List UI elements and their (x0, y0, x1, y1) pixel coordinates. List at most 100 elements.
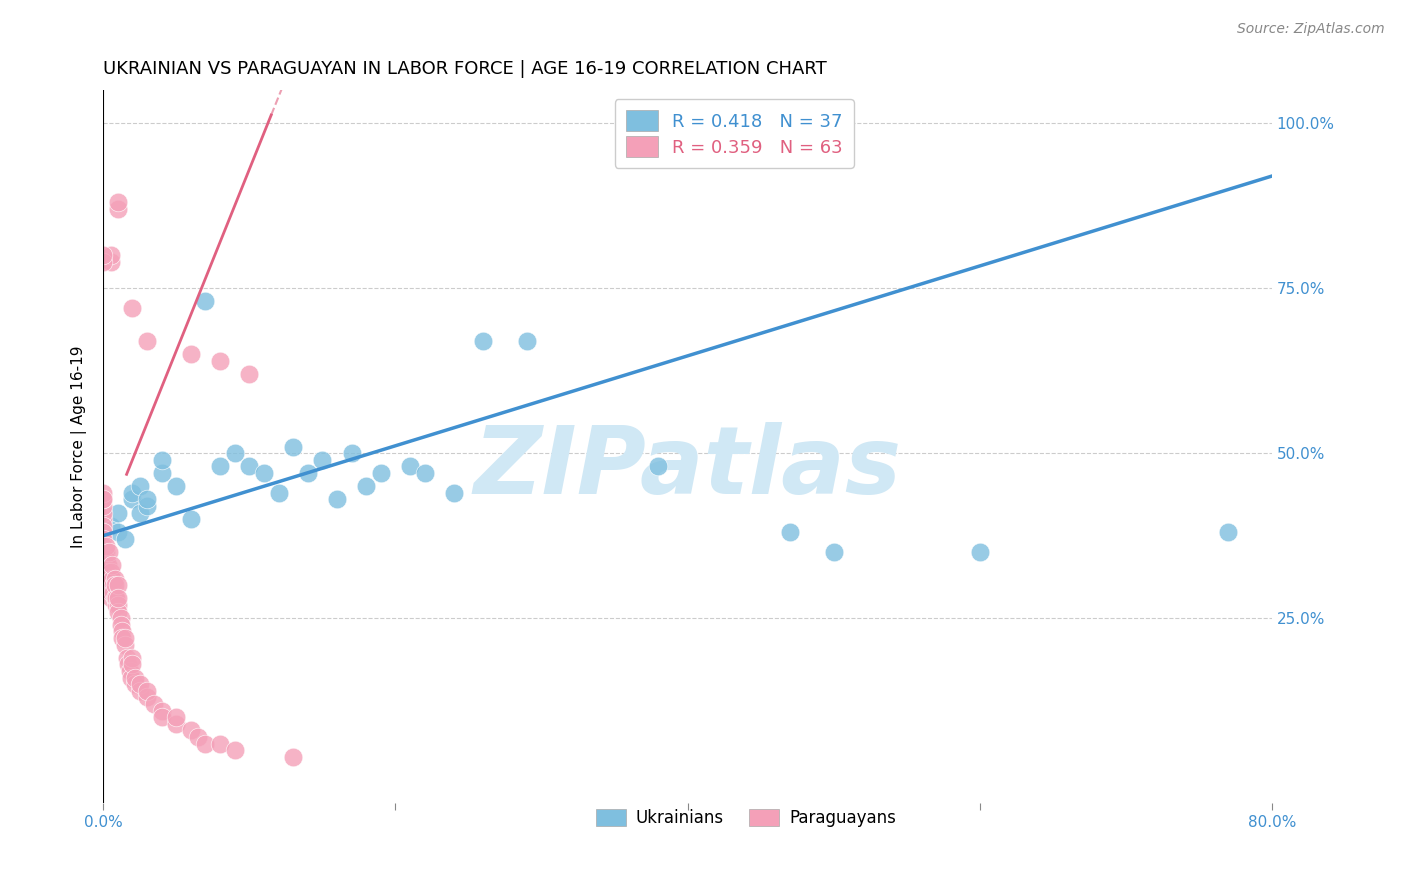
Point (107, 598, 129, 612)
Point (91, 512, 114, 526)
Point (110, 611, 132, 625)
Point (104, 591, 127, 606)
Point (647, 459, 669, 474)
Point (128, 506, 150, 520)
Point (443, 485, 465, 500)
Point (100, 518, 122, 533)
Point (370, 466, 392, 480)
Point (97, 572, 120, 586)
Point (224, 743, 246, 757)
Point (779, 525, 801, 540)
Point (136, 499, 159, 513)
Point (969, 545, 991, 559)
Point (209, 459, 232, 474)
Point (516, 334, 538, 348)
Point (105, 598, 128, 612)
Point (150, 710, 173, 724)
Point (209, 737, 232, 751)
Point (100, 584, 122, 599)
Point (100, 565, 122, 579)
Point (94, 551, 117, 566)
Point (94, 539, 117, 553)
Point (101, 558, 124, 573)
Point (150, 452, 173, 467)
Point (107, 195, 129, 210)
Point (124, 671, 146, 685)
Point (97, 558, 120, 573)
Point (150, 704, 173, 718)
Point (399, 459, 422, 474)
Point (121, 301, 143, 315)
Point (238, 367, 260, 381)
Point (128, 677, 150, 691)
Point (107, 525, 129, 540)
Point (150, 466, 173, 480)
Point (91, 506, 114, 520)
Point (136, 683, 159, 698)
Point (128, 683, 150, 698)
Point (107, 605, 129, 619)
Point (107, 578, 129, 592)
Point (103, 584, 125, 599)
Point (104, 572, 127, 586)
Legend: Ukrainians, Paraguayans: Ukrainians, Paraguayans (589, 802, 903, 834)
Point (143, 697, 166, 711)
Point (91, 499, 114, 513)
Point (194, 737, 217, 751)
Point (136, 492, 159, 507)
Point (91, 539, 114, 553)
Point (107, 202, 129, 216)
Point (91, 485, 114, 500)
Point (472, 334, 495, 348)
Point (136, 690, 159, 705)
Point (91, 532, 114, 546)
Point (114, 532, 136, 546)
Point (180, 347, 202, 361)
Point (224, 446, 246, 460)
Point (180, 723, 202, 738)
Point (165, 710, 187, 724)
Point (107, 506, 129, 520)
Point (91, 248, 114, 262)
Point (165, 479, 187, 493)
Point (121, 492, 143, 507)
Point (97, 565, 120, 579)
Point (103, 578, 125, 592)
Text: ZIPatlas: ZIPatlas (474, 422, 901, 514)
Point (354, 479, 377, 493)
Point (101, 572, 124, 586)
Point (91, 255, 114, 269)
Point (413, 466, 436, 480)
Point (107, 591, 129, 606)
Point (91, 492, 114, 507)
Point (136, 334, 159, 348)
Point (100, 248, 122, 262)
Point (311, 452, 333, 467)
Point (98, 545, 121, 559)
Point (111, 624, 134, 639)
Point (326, 492, 349, 507)
Point (91, 525, 114, 540)
Point (1216, 525, 1239, 540)
Point (114, 638, 136, 652)
Point (124, 677, 146, 691)
Point (118, 664, 141, 678)
Point (128, 479, 150, 493)
Point (121, 650, 143, 665)
Point (281, 749, 304, 764)
Point (187, 730, 209, 744)
Point (121, 485, 143, 500)
Point (823, 545, 845, 559)
Point (180, 512, 202, 526)
Y-axis label: In Labor Force | Age 16-19: In Labor Force | Age 16-19 (72, 345, 87, 548)
Point (91, 518, 114, 533)
Point (110, 617, 132, 632)
Point (209, 354, 232, 368)
Point (111, 631, 134, 645)
Point (94, 545, 117, 559)
Text: Source: ZipAtlas.com: Source: ZipAtlas.com (1237, 22, 1385, 37)
Point (98, 578, 121, 592)
Point (238, 459, 260, 474)
Point (340, 446, 363, 460)
Point (104, 578, 127, 592)
